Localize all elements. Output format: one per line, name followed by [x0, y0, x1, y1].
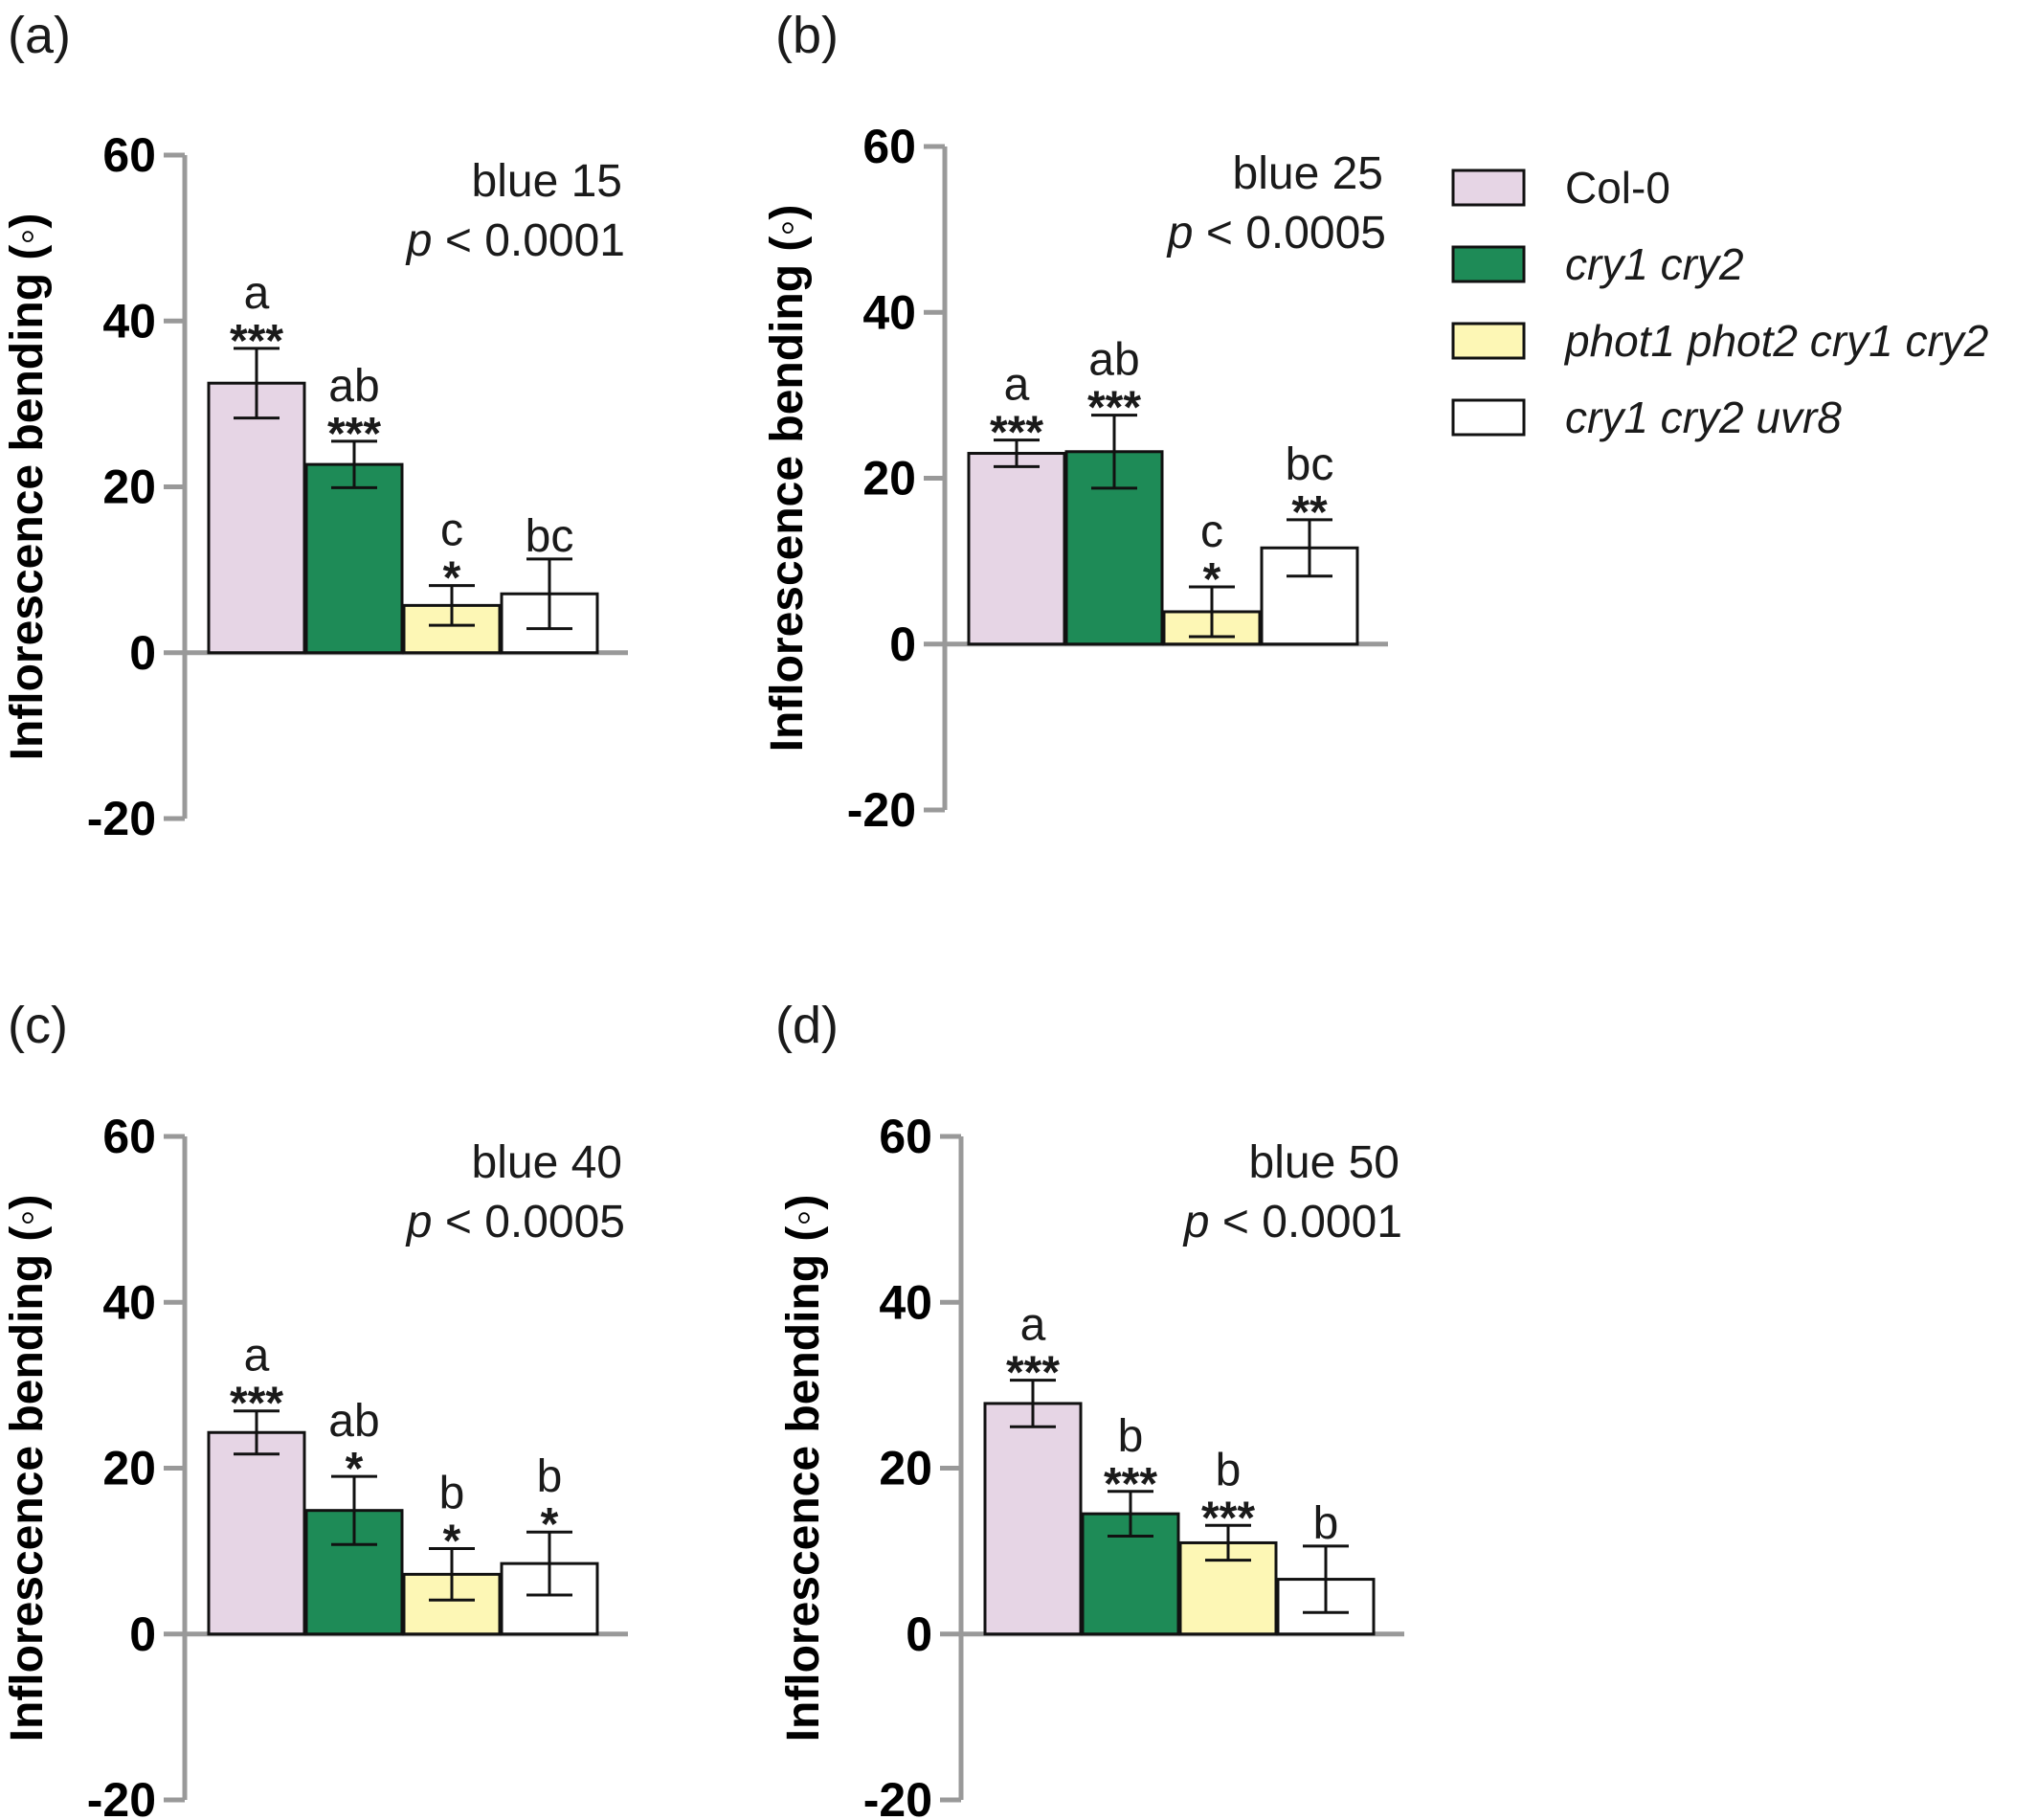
- bar-1: [207, 1430, 306, 1636]
- legend-swatch-3: [1451, 322, 1526, 360]
- y-tick-label: 0: [906, 1607, 932, 1661]
- y-tick-label: -20: [87, 792, 156, 845]
- significance-stars: ***: [1087, 383, 1141, 434]
- group-letter: ab: [1088, 335, 1139, 386]
- legend-label-1: Col-0: [1565, 163, 1670, 213]
- y-tick-label: 60: [102, 128, 156, 182]
- group-letter: b: [439, 1469, 465, 1519]
- legend-label-4: cry1 cry2 uvr8: [1565, 393, 1842, 442]
- group-letter: b: [1216, 1445, 1242, 1495]
- y-tick-label: 20: [102, 461, 156, 514]
- p-symbol: p: [1182, 1197, 1210, 1247]
- significance-stars: *: [443, 553, 461, 604]
- y-tick-label: 60: [102, 1110, 156, 1163]
- bar-3: [402, 603, 502, 655]
- chart-panel-4: (d) 60 40 20 0 -20 Inflorescence bending (◦) bl…: [775, 997, 1404, 1820]
- p-threshold: < 0.0005: [1193, 208, 1386, 258]
- significance-stars: *: [443, 1517, 461, 1567]
- p-threshold: < 0.0001: [1209, 1197, 1402, 1247]
- y-tick-label: 20: [862, 452, 916, 506]
- p-threshold: < 0.0005: [432, 1197, 625, 1247]
- significance-stars: *: [541, 1499, 559, 1550]
- chart-panel-3: (c) 60 40 20 0 -20 Inflorescence bending (◦) bl…: [2, 997, 628, 1820]
- group-letter: c: [1200, 506, 1223, 557]
- y-tick-label: 40: [862, 285, 916, 339]
- y-axis-label: Inflorescence bending (◦): [762, 205, 813, 753]
- p-symbol: p: [1166, 208, 1194, 258]
- group-letter: ab: [328, 1396, 379, 1447]
- y-tick-label: 60: [862, 120, 916, 173]
- bar-1: [983, 1402, 1083, 1636]
- chart-panels: (a) 60 40 20 0 -20 Inflorescence bending (◦) bl…: [2, 7, 1404, 1820]
- significance-stars: ***: [990, 408, 1043, 459]
- significance-stars: ***: [230, 1379, 283, 1429]
- significance-stars: *: [346, 1444, 364, 1494]
- y-tick-label: 0: [889, 618, 916, 671]
- legend-swatch-1: [1451, 169, 1526, 207]
- p-value-label: p < 0.0001: [405, 215, 625, 266]
- legend: Col-0 cry1 cry2 phot1 phot2 cry1 cry2 cry1 …: [1451, 163, 1988, 442]
- p-threshold: < 0.0001: [432, 215, 625, 266]
- chart-panel-1: (a) 60 40 20 0 -20 Inflorescence bending (◦) bl…: [2, 7, 628, 845]
- p-value-label: p < 0.0005: [405, 1197, 625, 1247]
- significance-stars: ***: [1104, 1459, 1157, 1510]
- y-axis-label: Inflorescence bending (◦): [2, 1195, 53, 1742]
- legend-swatch-4: [1451, 398, 1526, 437]
- group-letter: b: [537, 1451, 563, 1502]
- significance-stars: ***: [1006, 1348, 1060, 1399]
- p-symbol: p: [405, 1197, 433, 1247]
- legend-label-2: cry1 cry2: [1565, 239, 1744, 289]
- bar-1: [967, 452, 1066, 646]
- condition-label: blue 50: [1249, 1137, 1399, 1188]
- y-tick-label: -20: [863, 1773, 932, 1820]
- group-letter: a: [1020, 1300, 1046, 1351]
- group-letter: b: [1118, 1411, 1144, 1462]
- bar-1: [207, 381, 306, 655]
- condition-label: blue 15: [472, 156, 622, 207]
- group-letter: a: [244, 1331, 270, 1382]
- condition-label: blue 25: [1233, 148, 1383, 199]
- group-letter: bc: [526, 511, 574, 562]
- condition-label: blue 40: [472, 1137, 622, 1188]
- group-letter: bc: [1286, 439, 1334, 490]
- p-value-label: p < 0.0005: [1166, 208, 1386, 258]
- legend-label-3: phot1 phot2 cry1 cry2: [1563, 316, 1988, 366]
- significance-stars: ***: [327, 409, 381, 460]
- group-letter: b: [1313, 1498, 1339, 1549]
- group-letter: a: [244, 268, 270, 319]
- panel-label: (d): [775, 997, 839, 1054]
- panel-label: (c): [8, 997, 68, 1054]
- panel-label: (b): [775, 7, 839, 64]
- y-axis-label: Inflorescence bending (◦): [778, 1195, 829, 1742]
- y-tick-label: 60: [879, 1110, 932, 1163]
- group-letter: ab: [328, 361, 379, 412]
- y-tick-label: 20: [102, 1442, 156, 1495]
- y-tick-label: 20: [879, 1442, 932, 1495]
- legend-swatch-2: [1451, 245, 1526, 283]
- y-tick-label: -20: [87, 1773, 156, 1820]
- significance-stars: **: [1291, 487, 1328, 538]
- p-symbol: p: [405, 215, 433, 266]
- significance-stars: ***: [230, 316, 283, 367]
- panel-label: (a): [8, 7, 71, 64]
- bar-2: [304, 462, 404, 655]
- y-tick-label: 40: [102, 294, 156, 348]
- y-tick-label: 40: [879, 1275, 932, 1329]
- significance-stars: ***: [1201, 1493, 1255, 1543]
- y-tick-label: 0: [129, 626, 156, 680]
- y-tick-label: 0: [129, 1607, 156, 1661]
- y-tick-label: 40: [102, 1275, 156, 1329]
- chart-panel-2: (b) 60 40 20 0 -20 Inflorescence bending (◦) bl…: [762, 7, 1388, 837]
- group-letter: c: [440, 506, 463, 556]
- y-axis-label: Inflorescence bending (◦): [2, 213, 53, 761]
- bar-4: [500, 1562, 599, 1636]
- significance-stars: *: [1203, 554, 1221, 605]
- group-letter: a: [1004, 360, 1030, 411]
- p-value-label: p < 0.0001: [1182, 1197, 1402, 1247]
- y-tick-label: -20: [847, 783, 916, 837]
